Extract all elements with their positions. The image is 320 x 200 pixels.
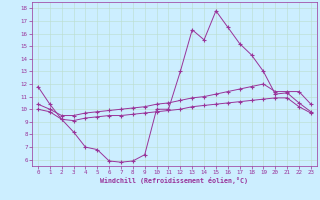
X-axis label: Windchill (Refroidissement éolien,°C): Windchill (Refroidissement éolien,°C) (100, 177, 248, 184)
